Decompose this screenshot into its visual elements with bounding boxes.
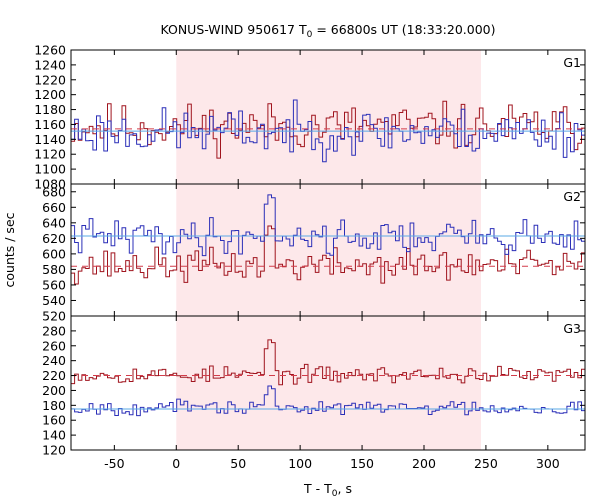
x-tick-label: 250 bbox=[474, 456, 498, 471]
y-tick-label: 1140 bbox=[34, 132, 66, 147]
y-axis-label: counts / sec bbox=[2, 212, 17, 287]
y-tick-label: 600 bbox=[42, 246, 66, 261]
x-tick-label: -50 bbox=[104, 456, 124, 471]
x-axis-label: T - T0, s bbox=[303, 481, 352, 499]
y-tick-label: 660 bbox=[42, 200, 66, 215]
panel-g1: 1080110011201140116011801200122012401260… bbox=[34, 43, 586, 192]
shaded-interval bbox=[176, 316, 481, 450]
shaded-interval bbox=[176, 50, 481, 184]
y-tick-label: 240 bbox=[42, 353, 66, 368]
x-tick-label: 0 bbox=[172, 456, 180, 471]
panel-label: G3 bbox=[563, 321, 581, 336]
series-blue bbox=[71, 99, 585, 163]
y-tick-label: 520 bbox=[42, 309, 66, 324]
y-tick-label: 260 bbox=[42, 338, 66, 353]
y-tick-label: 1080 bbox=[34, 177, 66, 192]
y-tick-label: 1240 bbox=[34, 57, 66, 72]
y-tick-label: 560 bbox=[42, 277, 66, 292]
series-red bbox=[71, 100, 585, 159]
y-tick-label: 220 bbox=[42, 368, 66, 383]
panel-label: G2 bbox=[563, 189, 581, 204]
series-red bbox=[71, 339, 585, 386]
y-tick-label: 200 bbox=[42, 383, 66, 398]
chart-title: KONUS-WIND 950617 T0 = 66800s UT (18:33:… bbox=[160, 22, 495, 40]
y-tick-label: 1220 bbox=[34, 72, 66, 87]
panel-frame bbox=[70, 315, 586, 451]
x-tick-label: 300 bbox=[536, 456, 560, 471]
shaded-interval bbox=[176, 184, 481, 316]
y-tick-label: 120 bbox=[42, 443, 66, 458]
x-tick-label: 100 bbox=[288, 456, 312, 471]
panel-label: G1 bbox=[563, 55, 581, 70]
x-tick-label: 200 bbox=[412, 456, 436, 471]
y-tick-label: 620 bbox=[42, 231, 66, 246]
y-tick-label: 680 bbox=[42, 184, 66, 199]
x-tick-label: 150 bbox=[350, 456, 374, 471]
series-red bbox=[71, 225, 585, 285]
y-tick-label: 1260 bbox=[34, 43, 66, 58]
panels-group: 1080110011201140116011801200122012401260… bbox=[34, 43, 586, 471]
y-tick-label: 160 bbox=[42, 413, 66, 428]
y-tick-label: 580 bbox=[42, 262, 66, 277]
x-tick-label: 50 bbox=[230, 456, 246, 471]
y-tick-label: 1180 bbox=[34, 102, 66, 117]
series-blue bbox=[71, 194, 585, 257]
y-tick-label: 1100 bbox=[34, 162, 66, 177]
y-tick-label: 1200 bbox=[34, 87, 66, 102]
y-tick-label: 540 bbox=[42, 293, 66, 308]
y-tick-label: 140 bbox=[42, 428, 66, 443]
y-tick-label: 1120 bbox=[34, 147, 66, 162]
y-tick-label: 640 bbox=[42, 215, 66, 230]
y-tick-label: 1160 bbox=[34, 117, 66, 132]
y-tick-label: 280 bbox=[42, 323, 66, 338]
y-tick-label: 180 bbox=[42, 398, 66, 413]
